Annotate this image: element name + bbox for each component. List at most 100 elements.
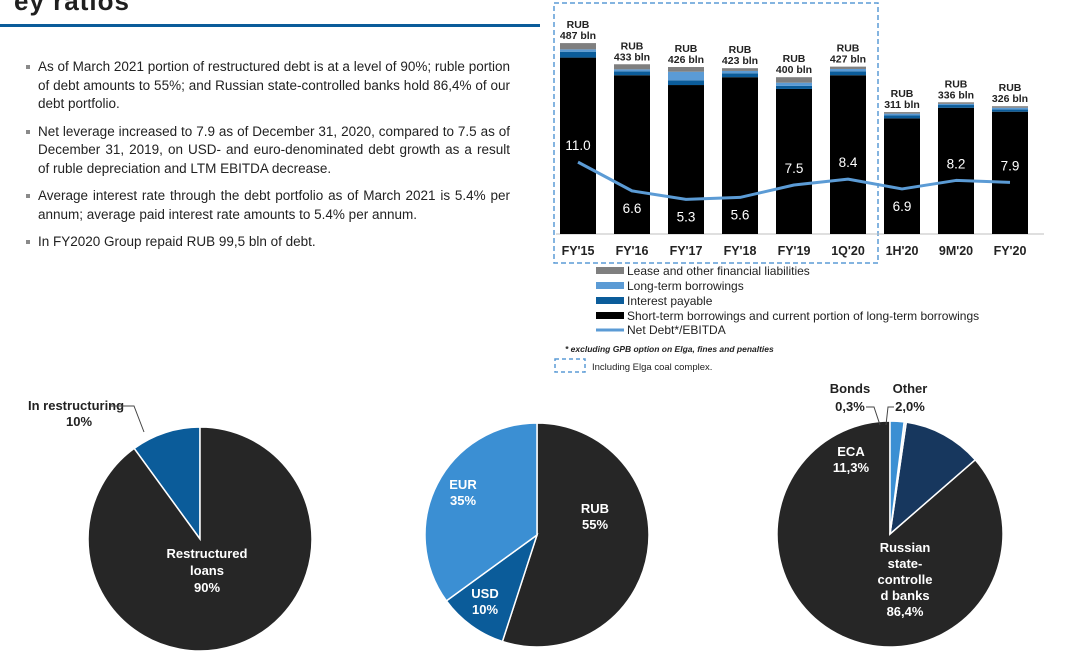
title-rule <box>0 24 540 27</box>
category-label: 1Q'20 <box>831 244 865 258</box>
bar-segment <box>884 113 920 116</box>
ratio-value-label: 5.3 <box>677 209 696 224</box>
pie-slice <box>501 422 650 648</box>
bar-segment <box>614 64 650 70</box>
currency-pie <box>424 422 650 648</box>
pie2-label-eur: EUR <box>449 477 477 492</box>
pie3-leader-other <box>885 406 894 426</box>
pie3-label-banks-3: controlle <box>878 572 933 587</box>
bar-segment <box>884 118 920 234</box>
bar-segment <box>992 106 1028 108</box>
pie-slice <box>889 421 908 535</box>
pie3-label-eca: ECA <box>837 444 865 459</box>
bar-segment <box>614 69 650 72</box>
bar-segment <box>776 77 812 83</box>
pie2-label-rub: RUB <box>581 501 609 516</box>
bar-segment <box>938 105 974 108</box>
pie1-label-loans-1: Restructured <box>167 546 248 561</box>
ratio-line-group: 11.0 6.6 5.3 5.6 7.5 8.4 6.9 8.2 7.9 <box>565 138 1019 224</box>
pie-slice <box>133 426 201 542</box>
bullet-list: As of March 2021 portion of restructured… <box>26 58 510 261</box>
bar-segment <box>668 67 704 72</box>
bar-segment <box>992 109 1028 112</box>
pie1-pct-loans: 90% <box>194 580 220 595</box>
pie-slice <box>776 420 1004 648</box>
pie-slice <box>445 533 539 643</box>
category-label: FY'19 <box>778 244 811 258</box>
pie3-label-banks-4: d banks <box>880 588 929 603</box>
elga-dashed-box <box>553 2 879 264</box>
bar-segment <box>830 66 866 69</box>
bar-segment <box>722 73 758 78</box>
total-label: 311 bln <box>884 99 920 111</box>
total-label: 400 bln <box>776 64 812 76</box>
box-note-swatch <box>554 358 586 373</box>
total-label: 427 bln <box>830 54 866 66</box>
legend-label-short-term: Short-term borrowings and current portio… <box>627 309 979 323</box>
bar-segment <box>560 43 596 50</box>
pie-slice <box>889 420 906 535</box>
lender-pie <box>776 420 1004 648</box>
page-title-fragment: ey ratios <box>14 0 130 16</box>
bar-segment <box>614 75 650 235</box>
pie1-label-loans-2: loans <box>190 563 224 578</box>
total-label: RUB <box>621 40 644 52</box>
pie3-label-bonds: Bonds <box>830 381 870 396</box>
bar-segment <box>776 88 812 235</box>
bar-segment <box>938 103 974 106</box>
pie2-pct-rub: 55% <box>582 517 608 532</box>
total-label: RUB <box>945 78 968 90</box>
total-label: RUB <box>729 44 752 56</box>
bar-segment <box>884 112 920 114</box>
bar-stacks <box>560 43 1028 235</box>
legend-label-long-term: Long-term borrowings <box>627 279 744 293</box>
ratio-value-label: 7.9 <box>1001 158 1020 173</box>
total-label: 433 bln <box>614 51 650 63</box>
ratio-value-label: 5.6 <box>731 207 750 222</box>
legend-label-interest: Interest payable <box>627 294 713 308</box>
footnote: * excluding GPB option on Elga, fines an… <box>565 344 774 354</box>
bar-segment <box>830 75 866 235</box>
legend-swatch-lease <box>596 267 624 274</box>
bar-segment <box>776 82 812 86</box>
pie2-pct-usd: 10% <box>472 602 498 617</box>
pie1-label-restructuring: In restructuring <box>28 398 124 413</box>
bar-segment <box>776 85 812 89</box>
bar-segment <box>884 115 920 119</box>
legend: Lease and other financial liabilities Lo… <box>596 264 979 337</box>
total-label: RUB <box>999 82 1022 94</box>
bar-segment <box>722 77 758 234</box>
restructuring-pie <box>87 426 313 652</box>
bar-segment <box>560 49 596 52</box>
total-label: 487 bln <box>560 30 596 42</box>
legend-label-ratio: Net Debt*/EBITDA <box>627 323 726 337</box>
ratio-value-label: 11.0 <box>565 138 590 153</box>
total-label: RUB <box>567 19 590 31</box>
legend-swatch-interest <box>596 297 624 304</box>
ratio-value-label: 6.6 <box>623 201 642 216</box>
ratio-value-label: 6.9 <box>893 199 912 214</box>
legend-swatch-short-term <box>596 312 624 319</box>
total-label: RUB <box>675 43 698 55</box>
bar-segment <box>668 71 704 81</box>
bar-segment <box>560 57 596 234</box>
pie-slice <box>888 421 977 536</box>
pie1-labels: In restructuring 10% Restructured loans … <box>28 398 248 595</box>
bar-segment <box>722 70 758 74</box>
bullet-item: As of March 2021 portion of restructured… <box>26 58 510 114</box>
pie3-labels: Bonds 0,3% Other 2,0% ECA 11,3% Russian … <box>830 381 933 619</box>
debt-bar-chart: 11.06.65.3 5.67.5 8.46.98.2 7.9 FY'15 FY'16 F… <box>553 2 1044 373</box>
category-labels: FY'15 FY'16 FY'17 FY'18 FY'19 1Q'20 1H'20 9M'20… <box>562 244 1027 258</box>
bullet-item: Average interest rate through the debt p… <box>26 187 510 224</box>
bar-segment <box>938 102 974 104</box>
pie-slice <box>87 426 313 652</box>
category-label: FY'20 <box>994 244 1027 258</box>
total-label: 426 bln <box>668 54 704 66</box>
pie3-label-banks-2: state- <box>888 556 923 571</box>
bar-segment <box>668 80 704 86</box>
category-label: 9M'20 <box>939 244 973 258</box>
pie3-pct-bonds: 0,3% <box>835 399 865 414</box>
bar-segment <box>668 85 704 234</box>
pie3-pct-banks: 86,4% <box>887 604 924 619</box>
